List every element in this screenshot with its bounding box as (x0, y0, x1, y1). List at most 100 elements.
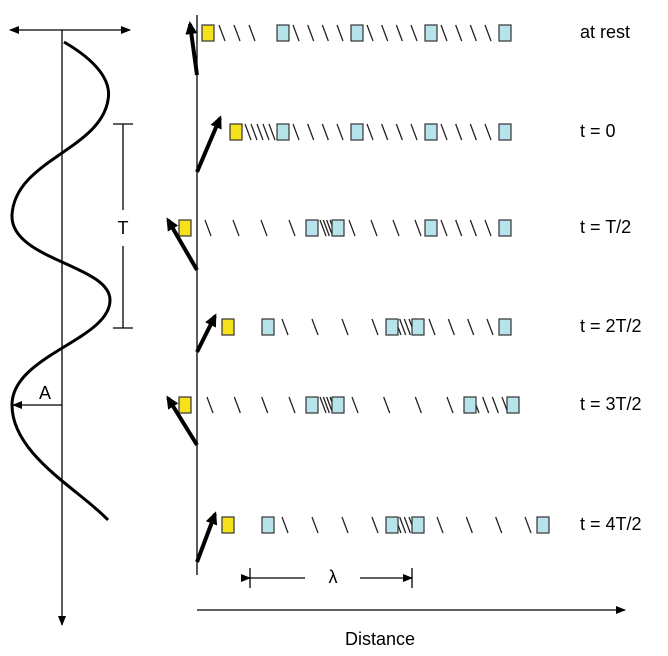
particle (331, 219, 345, 237)
amplitude-label: A (39, 383, 51, 403)
row-label: at rest (580, 22, 630, 42)
particle (536, 516, 550, 534)
slash (319, 396, 327, 414)
slash (341, 516, 349, 534)
slash (399, 516, 407, 534)
slash (351, 396, 359, 414)
slash (440, 219, 448, 237)
slash (395, 24, 403, 42)
slash (268, 123, 276, 141)
slash (288, 219, 296, 237)
slash (414, 219, 422, 237)
slash (440, 24, 448, 42)
slash (403, 516, 411, 534)
source-particle (178, 396, 192, 414)
slash (248, 24, 256, 42)
source-particle (221, 516, 235, 534)
particle (385, 318, 399, 336)
particle (424, 24, 438, 42)
slash (414, 396, 422, 414)
motion-arrow (185, 21, 199, 76)
slash (250, 123, 258, 141)
particle (261, 318, 275, 336)
slash (261, 396, 269, 414)
slash (336, 123, 344, 141)
slash (455, 219, 463, 237)
slash (256, 123, 264, 141)
slash (395, 123, 403, 141)
slash (467, 318, 475, 336)
slash (260, 219, 268, 237)
slash (232, 219, 240, 237)
slash (482, 396, 490, 414)
particle (506, 396, 520, 414)
slash (281, 318, 289, 336)
slash (321, 123, 329, 141)
slash (469, 123, 477, 141)
particle (498, 219, 512, 237)
slash (403, 318, 411, 336)
motion-arrow (195, 313, 217, 353)
slash (288, 396, 296, 414)
particle (463, 396, 477, 414)
slash (381, 123, 389, 141)
slash (371, 516, 379, 534)
slash (311, 516, 319, 534)
slash (484, 24, 492, 42)
slash (204, 219, 212, 237)
slash (447, 318, 455, 336)
source-particle (178, 219, 192, 237)
slash (410, 24, 418, 42)
source-particle (201, 24, 215, 42)
particle (350, 24, 364, 42)
particle (276, 24, 290, 42)
slash (322, 219, 330, 237)
particle (331, 396, 345, 414)
particle (411, 516, 425, 534)
particle (424, 123, 438, 141)
slash (383, 396, 391, 414)
slash (341, 318, 349, 336)
distance-label: Distance (345, 629, 415, 649)
slash (292, 24, 300, 42)
slash (469, 219, 477, 237)
slash (410, 123, 418, 141)
motion-arrow (166, 217, 199, 272)
slash (319, 219, 327, 237)
particle (498, 123, 512, 141)
slash (484, 219, 492, 237)
row-label: t = T/2 (580, 217, 631, 237)
row-label: t = 4T/2 (580, 514, 642, 534)
wave-curve (10, 40, 112, 522)
slash (491, 396, 499, 414)
motion-arrow (195, 115, 222, 173)
slash (428, 318, 436, 336)
particle (498, 318, 512, 336)
slash (366, 123, 374, 141)
particle (498, 24, 512, 42)
slash (399, 318, 407, 336)
slash (392, 219, 400, 237)
slash (469, 24, 477, 42)
row-label: t = 2T/2 (580, 316, 642, 336)
slash (495, 516, 503, 534)
motion-arrow (195, 511, 218, 563)
row-label: t = 3T/2 (580, 394, 642, 414)
slash (465, 516, 473, 534)
particle (261, 516, 275, 534)
slash (336, 24, 344, 42)
slash (233, 396, 241, 414)
slash (206, 396, 214, 414)
particle (385, 516, 399, 534)
particle (424, 219, 438, 237)
slash (484, 123, 492, 141)
slash (262, 123, 270, 141)
slash (348, 219, 356, 237)
slash (370, 219, 378, 237)
motion-arrow (166, 395, 199, 447)
slash (307, 24, 315, 42)
slash (486, 318, 494, 336)
slash (524, 516, 532, 534)
row-label: t = 0 (580, 121, 616, 141)
